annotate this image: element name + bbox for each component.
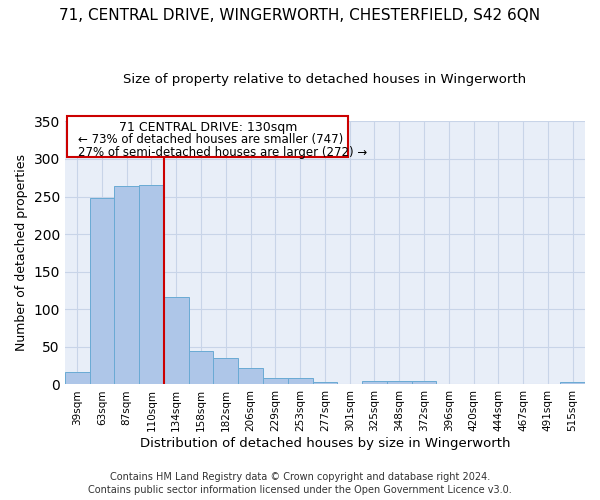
- Bar: [115, 186, 139, 384]
- Bar: [89, 198, 115, 384]
- Bar: [139, 186, 164, 384]
- X-axis label: Distribution of detached houses by size in Wingerworth: Distribution of detached houses by size …: [140, 437, 510, 450]
- Text: 71, CENTRAL DRIVE, WINGERWORTH, CHESTERFIELD, S42 6QN: 71, CENTRAL DRIVE, WINGERWORTH, CHESTERF…: [59, 8, 541, 22]
- Bar: [65, 372, 89, 384]
- Title: Size of property relative to detached houses in Wingerworth: Size of property relative to detached ho…: [124, 72, 526, 86]
- Bar: [362, 382, 387, 384]
- Text: Contains HM Land Registry data © Crown copyright and database right 2024.: Contains HM Land Registry data © Crown c…: [110, 472, 490, 482]
- Bar: [313, 382, 337, 384]
- Text: 71 CENTRAL DRIVE: 130sqm: 71 CENTRAL DRIVE: 130sqm: [119, 121, 297, 134]
- Bar: [263, 378, 288, 384]
- Bar: [288, 378, 313, 384]
- Bar: [164, 298, 188, 384]
- Text: ← 73% of detached houses are smaller (747): ← 73% of detached houses are smaller (74…: [78, 134, 343, 146]
- Bar: [188, 350, 214, 384]
- Bar: [387, 380, 412, 384]
- Bar: [560, 382, 585, 384]
- Text: Contains public sector information licensed under the Open Government Licence v3: Contains public sector information licen…: [88, 485, 512, 495]
- Bar: [238, 368, 263, 384]
- Y-axis label: Number of detached properties: Number of detached properties: [15, 154, 28, 352]
- FancyBboxPatch shape: [67, 116, 349, 157]
- Bar: [214, 358, 238, 384]
- Bar: [412, 380, 436, 384]
- Text: 27% of semi-detached houses are larger (272) →: 27% of semi-detached houses are larger (…: [78, 146, 367, 158]
